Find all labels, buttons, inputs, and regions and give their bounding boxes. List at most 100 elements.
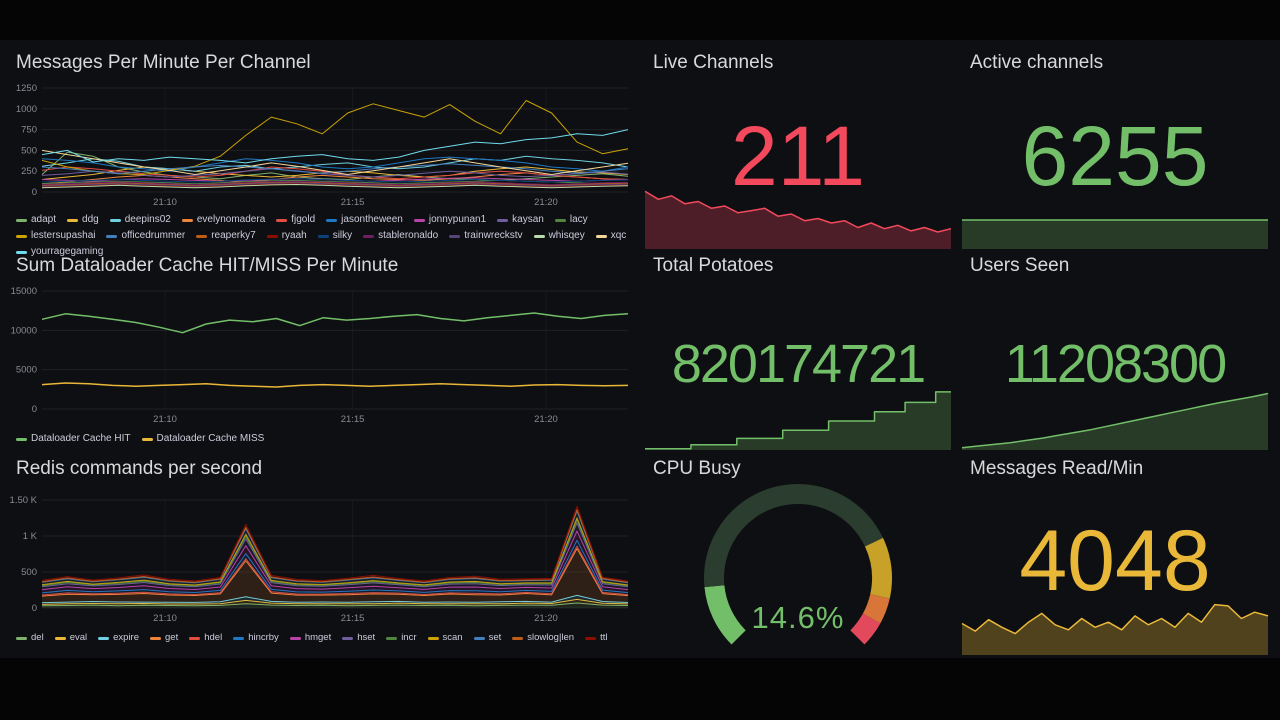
gauge-value-text: 14.6% xyxy=(752,600,845,635)
messages-chart[interactable]: 21:10 21:15 21:20 0 250 500 750 1000 1250 xyxy=(10,82,636,210)
panel-title-messages-read: Messages Read/Min xyxy=(970,458,1144,479)
legend-swatch xyxy=(473,636,485,640)
legend-swatch xyxy=(233,636,245,640)
legend-swatch xyxy=(554,218,566,222)
legend-label: whisqey xyxy=(548,230,585,241)
y-tick-label: 0 xyxy=(32,187,37,198)
legend-label: ryaah xyxy=(281,230,307,241)
y-tick-label: 750 xyxy=(21,125,37,136)
legend-item-Dataloader Cache MISS[interactable]: Dataloader Cache MISS xyxy=(141,433,264,445)
legend-item-slowlog|len[interactable]: slowlog|len xyxy=(512,632,574,644)
dataloader-chart[interactable]: 21:10 21:15 21:20 0 5000 10000 15000 xyxy=(10,285,636,427)
legend-item-xqc[interactable]: xqc xyxy=(595,230,626,242)
legend-label: del xyxy=(31,632,44,643)
legend-item-trainwreckstv[interactable]: trainwreckstv xyxy=(449,230,523,242)
live-channels-sparkline[interactable] xyxy=(644,182,952,250)
y-tick-label: 1250 xyxy=(16,83,37,94)
bottom-letterbox-bar xyxy=(0,658,1280,720)
redis-chart[interactable]: 21:10 21:15 21:20 0 500 1 K 1.50 K xyxy=(10,494,636,626)
legend-item-kaysan[interactable]: kaysan xyxy=(497,214,544,226)
active-channels-sparkline[interactable] xyxy=(962,182,1268,250)
legend-swatch xyxy=(595,234,607,238)
legend-swatch xyxy=(497,218,509,222)
legend-swatch xyxy=(196,234,208,238)
legend-swatch xyxy=(342,636,354,640)
panel-cpu-busy: CPU Busy 14.6% xyxy=(645,450,951,656)
legend-swatch xyxy=(289,636,301,640)
legend-item-evelynomadera[interactable]: evelynomadera xyxy=(181,214,266,226)
legend-swatch xyxy=(266,234,278,238)
legend-item-Dataloader Cache HIT[interactable]: Dataloader Cache HIT xyxy=(16,433,131,445)
panel-title-users-seen: Users Seen xyxy=(970,255,1070,276)
legend-label: fjgold xyxy=(291,214,316,225)
legend-label: evelynomadera xyxy=(196,214,266,225)
legend-item-fjgold[interactable]: fjgold xyxy=(276,214,315,226)
legend-item-eval[interactable]: eval xyxy=(54,632,88,644)
messages-read-sparkline[interactable] xyxy=(961,590,1269,656)
x-tick-label: 21:10 xyxy=(153,197,177,208)
legend-item-expire[interactable]: expire xyxy=(98,632,139,644)
legend-swatch xyxy=(585,636,597,640)
legend-item-ddg[interactable]: ddg xyxy=(67,214,99,226)
legend-item-whisqey[interactable]: whisqey xyxy=(533,230,585,242)
legend-item-ttl[interactable]: ttl xyxy=(585,632,607,644)
legend-label: scan xyxy=(442,632,463,643)
legend-swatch xyxy=(317,234,329,238)
total-potatoes-value: 820174721 xyxy=(671,334,926,394)
legend-item-scan[interactable]: scan xyxy=(427,632,463,644)
top-letterbox-bar xyxy=(0,0,1280,40)
legend-item-hincrby[interactable]: hincrby xyxy=(233,632,279,644)
total-potatoes-sparkline[interactable] xyxy=(645,387,951,451)
legend-label: adapt xyxy=(31,214,57,225)
legend-swatch xyxy=(16,250,27,254)
legend-item-set[interactable]: set xyxy=(473,632,501,644)
x-tick-label: 21:10 xyxy=(153,414,177,425)
legend-item-lacy[interactable]: lacy xyxy=(554,214,588,226)
legend-label: hdel xyxy=(204,632,223,643)
legend-label: ttl xyxy=(600,632,608,643)
legend-item-ryaah[interactable]: ryaah xyxy=(266,230,307,242)
legend-item-lestersupashai[interactable]: lestersupashai xyxy=(16,230,95,242)
legend-swatch xyxy=(386,636,398,640)
messages-legend: adapt ddg deepins02 evelynomadera fjgold jaso… xyxy=(16,214,634,258)
legend-swatch xyxy=(512,636,524,640)
legend-item-silky[interactable]: silky xyxy=(317,230,352,242)
panel-users-seen: Users Seen 11208300 xyxy=(961,247,1269,453)
legend-swatch xyxy=(109,218,121,222)
legend-item-jonnypunan1[interactable]: jonnypunan1 xyxy=(413,214,487,226)
legend-item-stableronaldo[interactable]: stableronaldo xyxy=(363,230,438,242)
legend-item-hmget[interactable]: hmget xyxy=(289,632,332,644)
legend-swatch xyxy=(16,437,27,441)
panel-active-channels: Active channels 6255 xyxy=(962,44,1268,250)
legend-item-deepins02[interactable]: deepins02 xyxy=(109,214,171,226)
x-tick-label: 21:15 xyxy=(341,613,365,624)
legend-item-yourragegaming[interactable]: yourragegaming xyxy=(16,246,103,258)
legend-label: hmget xyxy=(304,632,332,643)
dataloader-legend: Dataloader Cache HIT Dataloader Cache MIS… xyxy=(16,433,634,445)
legend-swatch xyxy=(106,234,118,238)
legend-swatch xyxy=(181,218,193,222)
legend-swatch xyxy=(16,234,27,238)
cpu-busy-gauge[interactable]: 14.6% xyxy=(645,474,951,656)
y-tick-label: 0 xyxy=(32,603,37,614)
legend-swatch xyxy=(54,636,66,640)
legend-item-incr[interactable]: incr xyxy=(386,632,417,644)
legend-swatch xyxy=(449,234,461,238)
users-seen-sparkline[interactable] xyxy=(961,387,1269,451)
legend-item-hdel[interactable]: hdel xyxy=(189,632,222,644)
legend-item-del[interactable]: del xyxy=(16,632,44,644)
panel-redis-commands: Redis commands per second 21:10 21:15 21:2… xyxy=(8,450,638,656)
legend-label: trainwreckstv xyxy=(464,230,523,241)
legend-item-jasontheween[interactable]: jasontheween xyxy=(326,214,403,226)
panel-title-cpu-busy: CPU Busy xyxy=(653,458,741,479)
panel-messages-read: Messages Read/Min 4048 xyxy=(961,450,1269,656)
legend-label: jonnypunan1 xyxy=(428,214,487,225)
legend-item-adapt[interactable]: adapt xyxy=(16,214,56,226)
x-tick-label: 21:20 xyxy=(534,414,558,425)
legend-item-reaperky7[interactable]: reaperky7 xyxy=(196,230,256,242)
legend-label: eval xyxy=(69,632,88,643)
legend-item-hset[interactable]: hset xyxy=(342,632,375,644)
legend-item-get[interactable]: get xyxy=(150,632,178,644)
legend-item-officedrummer[interactable]: officedrummer xyxy=(106,230,185,242)
y-tick-label: 1.50 K xyxy=(10,495,38,506)
